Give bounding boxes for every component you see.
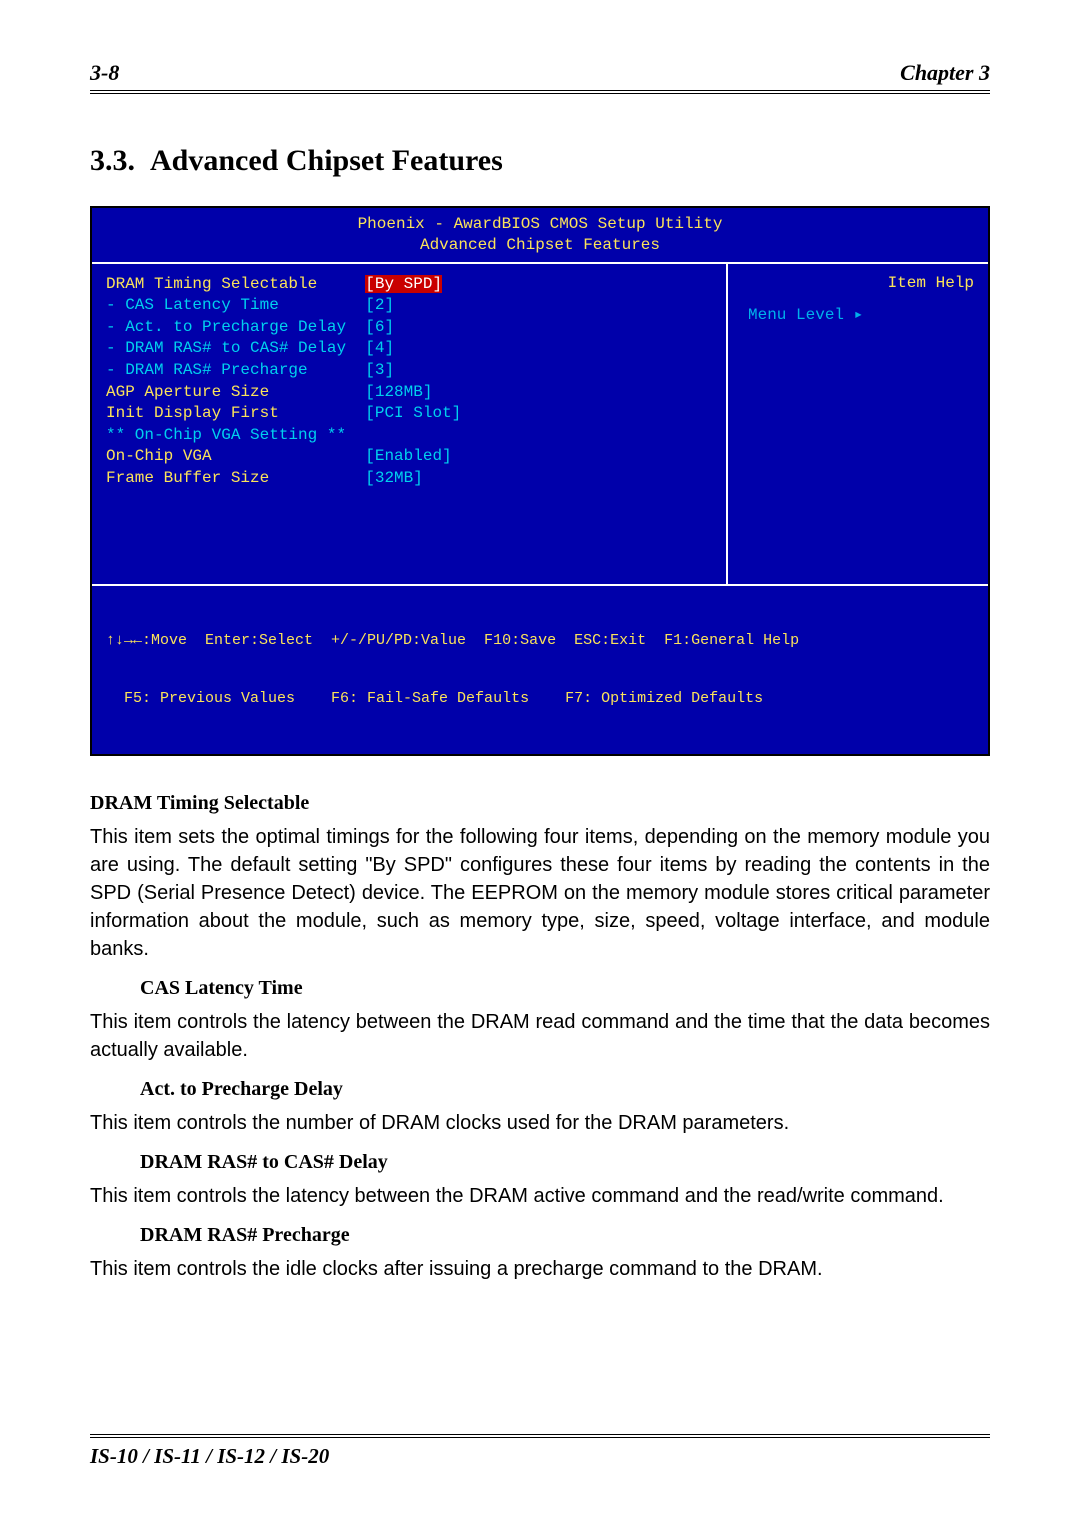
paragraph-title: DRAM RAS# to CAS# Delay [140,1151,990,1174]
paragraph-body: This item controls the latency between t… [90,1008,990,1064]
paragraph-body: This item controls the idle clocks after… [90,1255,990,1283]
bios-setting-row: Init Display First [PCI Slot] [106,403,712,425]
bios-title-line1: Phoenix - AwardBIOS CMOS Setup Utility [92,214,988,235]
section-number: 3.3. [90,144,135,177]
bios-setting-label: - Act. to Precharge Delay [106,318,365,336]
bios-setting-label: Init Display First [106,404,365,422]
bios-help-panel: Item Help Menu Level ▸ [728,264,988,584]
bios-setting-value: [By SPD] [365,275,442,293]
bios-setting-row: - DRAM RAS# to CAS# Delay [4] [106,338,712,360]
bios-setting-value: [128MB] [365,383,432,401]
bios-setting-value: [6] [365,318,394,336]
bios-setting-row: - DRAM RAS# Precharge [3] [106,360,712,382]
bios-setting-label: DRAM Timing Selectable [106,275,365,293]
menu-level: Menu Level ▸ [742,304,974,324]
bios-setting-row: ** On-Chip VGA Setting ** [106,425,712,447]
bios-setting-row: On-Chip VGA [Enabled] [106,446,712,468]
section-heading: Advanced Chipset Features [150,144,503,177]
bios-setting-label: Frame Buffer Size [106,469,365,487]
bios-title-line2: Advanced Chipset Features [92,235,988,256]
bios-setting-value: [Enabled] [365,447,451,465]
page-footer: IS-10 / IS-11 / IS-12 / IS-20 [90,1434,990,1469]
bios-setting-label: - DRAM RAS# to CAS# Delay [106,339,365,357]
section-title: 3.3. Advanced Chipset Features [90,144,990,178]
bios-setting-label: On-Chip VGA [106,447,365,465]
paragraph-body: This item sets the optimal timings for t… [90,823,990,963]
bios-setting-label: - DRAM RAS# Precharge [106,361,365,379]
chapter-label: Chapter 3 [900,60,990,86]
bios-footer-line1: ↑↓→←:Move Enter:Select +/-/PU/PD:Value F… [106,631,974,651]
item-help-label: Item Help [742,274,974,292]
bios-setting-row: - Act. to Precharge Delay [6] [106,317,712,339]
bios-setting-row: - CAS Latency Time [2] [106,295,712,317]
page-number: 3-8 [90,60,119,86]
bios-setting-row: DRAM Timing Selectable [By SPD] [106,274,712,296]
bios-setting-row: AGP Aperture Size [128MB] [106,382,712,404]
bios-setting-value: [3] [365,361,394,379]
bios-setting-row: Frame Buffer Size [32MB] [106,468,712,490]
bios-body: DRAM Timing Selectable [By SPD]- CAS Lat… [92,262,988,586]
paragraph-title: DRAM RAS# Precharge [140,1224,990,1247]
paragraph-title: Act. to Precharge Delay [140,1078,990,1101]
bios-setting-label: AGP Aperture Size [106,383,365,401]
paragraph-body: This item controls the number of DRAM cl… [90,1109,990,1137]
paragraph-title: DRAM Timing Selectable [90,792,990,815]
bios-footer-line2: F5: Previous Values F6: Fail-Safe Defaul… [106,689,974,709]
bios-setting-label: ** On-Chip VGA Setting ** [106,426,346,444]
bios-setting-value: [PCI Slot] [365,404,461,422]
page-header: 3-8 Chapter 3 [90,60,990,94]
paragraph-body: This item controls the latency between t… [90,1182,990,1210]
bios-setting-value: [2] [365,296,394,314]
bios-setting-value: [4] [365,339,394,357]
bios-setting-label: - CAS Latency Time [106,296,365,314]
bios-title: Phoenix - AwardBIOS CMOS Setup Utility A… [92,208,988,262]
bios-footer: ↑↓→←:Move Enter:Select +/-/PU/PD:Value F… [92,586,988,754]
paragraph-title: CAS Latency Time [140,977,990,1000]
bios-settings-panel: DRAM Timing Selectable [By SPD]- CAS Lat… [92,264,728,584]
bios-screenshot: Phoenix - AwardBIOS CMOS Setup Utility A… [90,206,990,756]
bios-setting-value: [32MB] [365,469,423,487]
